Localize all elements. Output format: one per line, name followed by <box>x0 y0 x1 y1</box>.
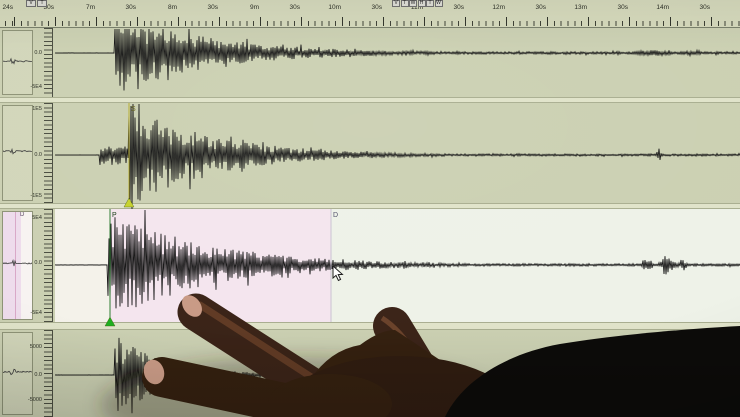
row-divider <box>0 322 740 330</box>
scale-label: 5000 <box>29 344 42 351</box>
ruler-label: 30s <box>699 4 710 11</box>
amplitude-scale-ticks <box>44 209 52 322</box>
scale-label: -5E4 <box>30 83 42 90</box>
ruler-major-tick <box>55 17 56 26</box>
trace-plot-4[interactable] <box>54 330 740 417</box>
trace-row-1: 0.0 -5E4 <box>0 28 740 97</box>
toolbar-button-t[interactable]: T <box>426 0 434 7</box>
ruler-label: 13m <box>574 4 587 11</box>
ruler-major-tick <box>711 17 712 26</box>
ruler-major-tick <box>301 17 302 26</box>
amplitude-scale-axis <box>52 209 53 322</box>
mini-trace <box>3 57 32 65</box>
toolbar-button-t[interactable]: T <box>37 0 47 7</box>
mini-trace <box>3 368 32 376</box>
amplitude-scale-ticks <box>44 28 52 97</box>
scale-label: 0.0 <box>34 372 42 379</box>
scale-label: 0.0 <box>34 49 42 56</box>
scale-label: 1E5 <box>32 106 42 112</box>
ruler-label: 30s <box>207 4 218 11</box>
ruler-label: 10m <box>328 4 341 11</box>
ruler-major-tick <box>547 17 548 26</box>
pick-triangle-p[interactable] <box>104 316 116 327</box>
ruler-major-tick <box>342 17 343 26</box>
mini-trace <box>3 258 32 267</box>
ruler-major-tick <box>178 17 179 26</box>
ruler-label: 30s <box>43 4 54 11</box>
trace-row-4: 5000 0.0 -5000 <box>0 330 740 417</box>
seismogram-waveform <box>54 209 740 309</box>
ruler-major-tick <box>670 17 671 26</box>
selection-segment <box>55 209 110 322</box>
amplitude-scale-axis <box>52 103 53 203</box>
scale-label: 5E4 <box>32 215 42 222</box>
ruler-major-tick <box>96 17 97 26</box>
ruler-major-tick <box>219 17 220 26</box>
ruler-label: 9m <box>249 4 259 11</box>
pick-triangle-s[interactable] <box>123 197 135 208</box>
seismogram-waveform <box>54 103 740 210</box>
mini-trace <box>3 147 32 155</box>
amplitude-scale-ticks <box>44 330 52 417</box>
channel-preview-3[interactable]: D <box>2 211 33 320</box>
ruler-label: 8m <box>167 4 177 11</box>
channel-box-label: D <box>20 212 25 218</box>
ruler-label: 12m <box>492 4 505 11</box>
toolbar-button-t[interactable]: T <box>400 0 409 7</box>
selection-line <box>15 212 16 319</box>
time-ruler: 24s 30s 7m 30s 8m 30s 9m 30s 10m 30s 11m 30s 12m 30s 1… <box>0 0 740 28</box>
ruler-label: 11m <box>410 4 423 11</box>
ruler-major-tick <box>629 17 630 26</box>
ruler-label: 30s <box>289 4 300 11</box>
scale-label: 0.0 <box>34 152 42 158</box>
ruler-major-tick <box>260 17 261 26</box>
trace-plot-1[interactable] <box>54 28 740 97</box>
ruler-label: 30s <box>371 4 382 11</box>
ruler-major-tick <box>506 17 507 26</box>
row-divider <box>0 203 740 209</box>
toolbar-button-w[interactable]: W <box>434 0 443 7</box>
ruler-major-tick <box>424 17 425 26</box>
channel-preview-1[interactable] <box>2 30 33 95</box>
scale-label: -5E4 <box>30 309 42 316</box>
ruler-major-tick <box>465 17 466 26</box>
marker-label-s: S <box>131 106 136 113</box>
amplitude-scale-ticks <box>44 103 52 203</box>
toolbar-button-v[interactable]: V <box>392 0 400 7</box>
ruler-label: 30s <box>453 4 464 11</box>
ruler-label: 30s <box>617 4 628 11</box>
ruler-label: 30s <box>535 4 546 11</box>
amplitude-scale-axis <box>52 330 53 417</box>
scale-label: -5000 <box>27 396 42 403</box>
seismogram-waveform <box>54 337 740 414</box>
toolbar-button-h[interactable]: H <box>417 0 426 7</box>
scale-label: -1E5 <box>30 193 42 199</box>
ruler-major-tick <box>588 17 589 26</box>
ruler-label: 14m <box>656 4 669 11</box>
seismogram-waveform <box>54 28 740 91</box>
ruler-major-tick <box>137 17 138 26</box>
channel-preview-2[interactable] <box>2 105 33 201</box>
marker-label-p: P <box>112 212 117 219</box>
ruler-major-tick <box>14 17 15 26</box>
channel-preview-4[interactable] <box>2 332 33 415</box>
toolbar-button-v[interactable]: V <box>26 0 36 7</box>
scale-label: 0.0 <box>34 260 42 267</box>
ruler-label: 7m <box>85 4 95 11</box>
row-divider <box>0 97 740 103</box>
ruler-minor-ticks <box>0 21 740 26</box>
trace-plot-2[interactable]: S <box>54 103 740 210</box>
ruler-major-tick <box>383 17 384 26</box>
mouse-cursor <box>332 264 346 287</box>
marker-label-d: D <box>333 212 338 219</box>
amplitude-scale-axis <box>52 28 53 97</box>
toolbar-button-w[interactable]: W <box>409 0 417 7</box>
trace-row-2: 1E5 0.0 -1E5 S <box>0 103 740 210</box>
ruler-label: 24s <box>2 4 13 11</box>
trace-row-3: D 5E4 0.0 -5E4 P D <box>0 209 740 327</box>
cursor-arrow <box>332 264 344 282</box>
ruler-label: 30s <box>125 4 136 11</box>
